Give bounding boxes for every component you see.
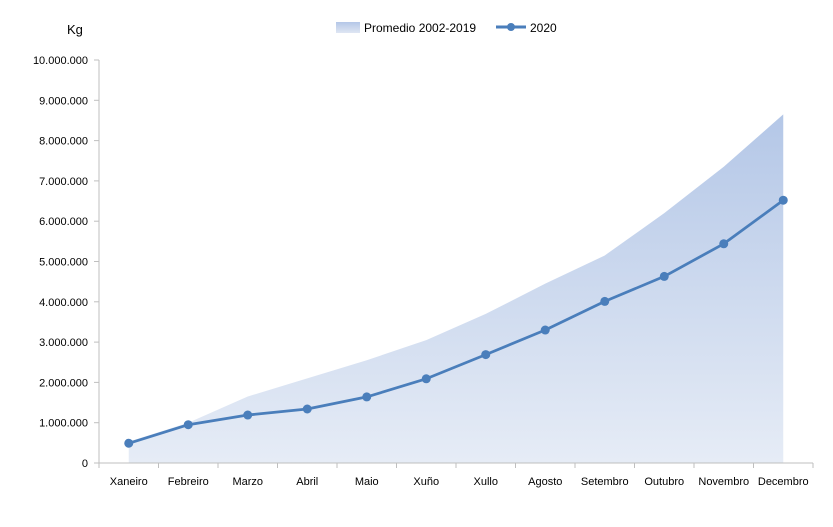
data-point-2020: [481, 350, 491, 360]
line-layer: [124, 195, 788, 448]
y-tick-label: 2.000.000: [39, 377, 88, 389]
y-tick-labels: 0 1.000.000 2.000.000 3.000.000 4.000.000 5.0…: [33, 55, 88, 470]
y-tick-label: 6.000.000: [39, 216, 88, 228]
x-tick-label: Maio: [355, 476, 379, 488]
x-tick-label: Marzo: [232, 476, 263, 488]
y-tick-label: 8.000.000: [39, 136, 88, 148]
y-tick-label: 7.000.000: [39, 176, 88, 188]
area-series-promedio: [128, 114, 784, 463]
data-point-2020: [600, 296, 610, 306]
y-tick-label: 5.000.000: [39, 257, 88, 269]
area-layer: [128, 114, 784, 463]
data-point-2020: [124, 438, 134, 448]
y-axis-label: Kg: [67, 22, 83, 37]
x-tick-label: Febreiro: [168, 476, 209, 488]
x-tick-label: Xuño: [413, 476, 439, 488]
data-point-2020: [659, 271, 669, 281]
axes: [94, 59, 814, 468]
data-point-2020: [243, 410, 253, 420]
data-point-2020: [719, 239, 729, 249]
x-tick-label: Outubro: [644, 476, 684, 488]
y-tick-label: 1.000.000: [39, 418, 88, 430]
y-tick-label: 0: [82, 458, 88, 470]
x-tick-label: Agosto: [528, 476, 562, 488]
x-tick-label: Abril: [296, 476, 318, 488]
data-point-2020: [362, 392, 372, 402]
data-point-2020: [421, 374, 431, 384]
y-tick-label: 9.000.000: [39, 95, 88, 107]
y-tick-label: 10.000.000: [33, 55, 88, 67]
line-series-2020: [128, 199, 785, 445]
y-tick-label: 4.000.000: [39, 297, 88, 309]
legend: Promedio 2002-2019 2020: [336, 21, 557, 35]
data-point-2020: [540, 325, 550, 335]
x-tick-label: Xaneiro: [110, 476, 148, 488]
x-tick-label: Decembro: [758, 476, 809, 488]
x-tick-labels: Xaneiro Febreiro Marzo Abril Maio Xuño Xullo Ag…: [110, 476, 809, 488]
legend-label-line: 2020: [530, 21, 557, 35]
legend-swatch-area: [336, 22, 360, 33]
data-point-2020: [183, 420, 193, 430]
y-tick-label: 3.000.000: [39, 337, 88, 349]
x-tick-label: Novembro: [698, 476, 749, 488]
x-tick-label: Setembro: [581, 476, 629, 488]
x-tick-label: Xullo: [474, 476, 498, 488]
data-point-2020: [778, 195, 788, 205]
legend-swatch-marker: [507, 23, 515, 31]
legend-label-area: Promedio 2002-2019: [364, 21, 476, 35]
data-point-2020: [302, 404, 312, 414]
